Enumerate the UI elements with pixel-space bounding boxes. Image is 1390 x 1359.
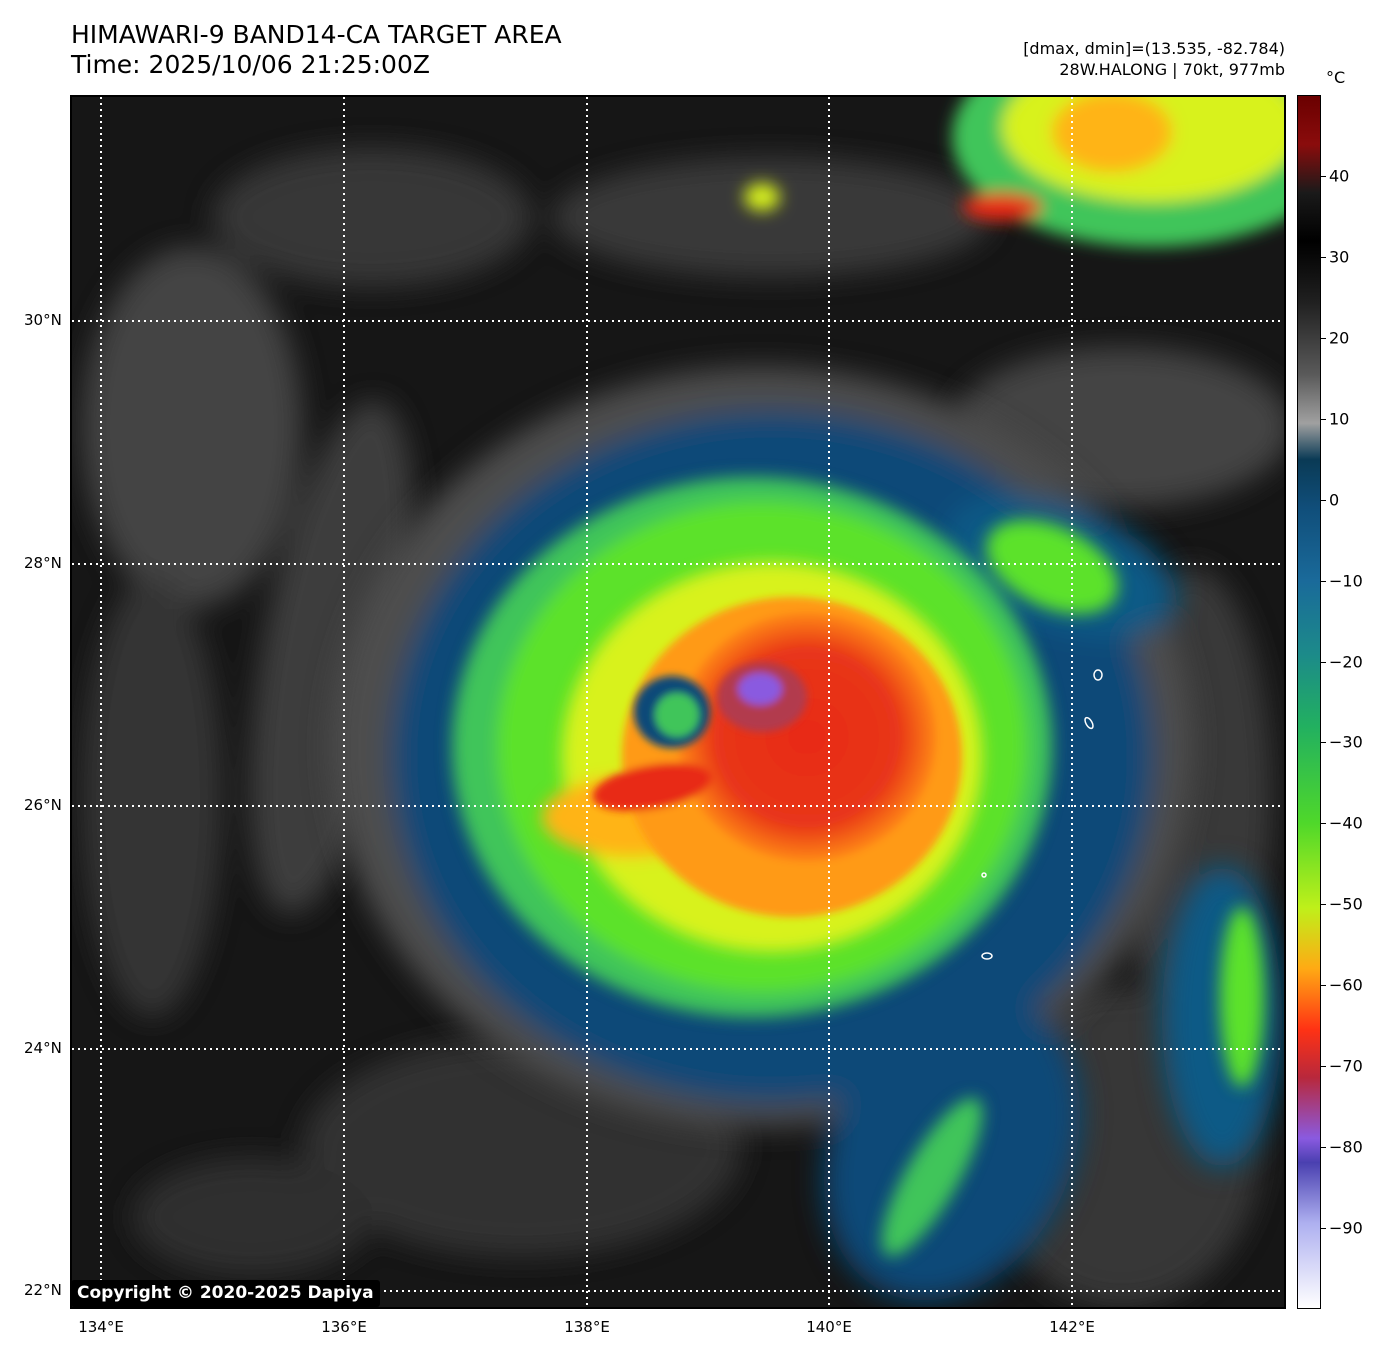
colorbar-tick-mark xyxy=(1321,904,1326,905)
colorbar-tick-mark xyxy=(1321,1228,1326,1229)
colorbar-tick-label: −20 xyxy=(1329,652,1363,672)
storm-name-intensity: 28W.HALONG | 70kt, 977mb xyxy=(1059,60,1285,79)
colorbar-tick-mark xyxy=(1321,338,1326,339)
colorbar-tick-mark xyxy=(1321,662,1326,663)
colorbar-tick-mark xyxy=(1321,500,1326,501)
colorbar-tick-label: 10 xyxy=(1329,409,1350,429)
colorbar-tick-mark xyxy=(1321,1147,1326,1148)
satellite-image xyxy=(72,97,1284,1307)
satellite-map xyxy=(70,95,1286,1309)
colorbar-tick-label: −60 xyxy=(1329,975,1363,995)
map-title: HIMAWARI-9 BAND14-CA TARGET AREA Time: 2… xyxy=(71,20,562,80)
colorbar-tick-mark xyxy=(1321,581,1326,582)
lat-label-28n: 28°N xyxy=(24,554,62,572)
lat-label-30n: 30°N xyxy=(24,311,62,329)
lon-label-136e: 136°E xyxy=(321,1318,367,1336)
colorbar-tick-label: −70 xyxy=(1329,1056,1363,1076)
colorbar-tick-label: −30 xyxy=(1329,732,1363,752)
colorbar-tick-mark xyxy=(1321,176,1326,177)
title-time: Time: 2025/10/06 21:25:00Z xyxy=(71,50,430,79)
colorbar-unit: °C xyxy=(1326,68,1346,87)
colorbar-tick-label: −40 xyxy=(1329,813,1363,833)
dmax-dmin-readout: [dmax, dmin]=(13.535, -82.784) xyxy=(1023,39,1285,58)
lon-label-142e: 142°E xyxy=(1049,1318,1095,1336)
lon-label-138e: 138°E xyxy=(564,1318,610,1336)
colorbar-tick-label: 0 xyxy=(1329,490,1340,510)
lon-label-134e: 134°E xyxy=(78,1318,124,1336)
colorbar-tick-mark xyxy=(1321,257,1326,258)
colorbar-tick-label: −10 xyxy=(1329,571,1363,591)
lat-label-24n: 24°N xyxy=(24,1039,62,1057)
storm-info: [dmax, dmin]=(13.535, -82.784) 28W.HALON… xyxy=(1023,38,1285,80)
lon-label-140e: 140°E xyxy=(806,1318,852,1336)
colorbar xyxy=(1297,95,1321,1309)
lat-lon-grid xyxy=(72,97,1284,1307)
colorbar-tick-label: 30 xyxy=(1329,247,1350,267)
title-line-1: HIMAWARI-9 BAND14-CA TARGET AREA xyxy=(71,20,562,49)
colorbar-tick-label: −90 xyxy=(1329,1218,1363,1238)
colorbar-tick-mark xyxy=(1321,823,1326,824)
colorbar-tick-label: −80 xyxy=(1329,1137,1363,1157)
colorbar-tick-mark xyxy=(1321,985,1326,986)
colorbar-tick-mark xyxy=(1321,419,1326,420)
lat-label-22n: 22°N xyxy=(24,1281,62,1299)
colorbar-tick-mark xyxy=(1321,1066,1326,1067)
colorbar-tick-label: −50 xyxy=(1329,894,1363,914)
colorbar-tick-label: 20 xyxy=(1329,328,1350,348)
copyright-badge: Copyright © 2020-2025 Dapiya xyxy=(71,1280,380,1307)
colorbar-tick-label: 40 xyxy=(1329,166,1350,186)
coldest-cloud-tops xyxy=(717,662,807,732)
storm-dry-notch xyxy=(634,676,710,748)
lat-label-26n: 26°N xyxy=(24,796,62,814)
island-coastlines xyxy=(981,669,1103,960)
colorbar-tick-mark xyxy=(1321,742,1326,743)
